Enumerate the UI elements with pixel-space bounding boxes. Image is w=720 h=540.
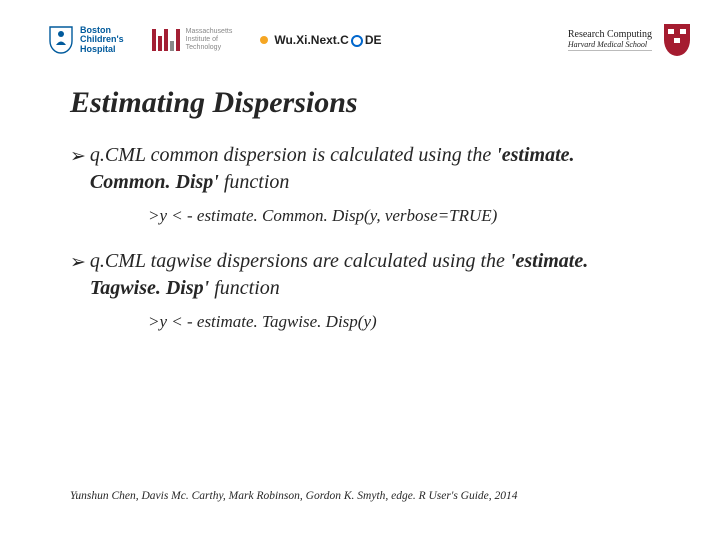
research-computing-label: Research Computing Harvard Medical Schoo… — [568, 29, 652, 51]
bullet-2-text: q.CML tagwise dispersions are calculated… — [90, 248, 658, 302]
rc-line2: Harvard Medical School — [568, 40, 652, 51]
bullet-2: ➢ q.CML tagwise dispersions are calculat… — [70, 248, 658, 332]
citation: Yunshun Chen, Davis Mc. Carthy, Mark Rob… — [70, 490, 680, 502]
bullet-2-line: ➢ q.CML tagwise dispersions are calculat… — [70, 248, 658, 302]
code-line-2: >y < - estimate. Tagwise. Disp(y) — [148, 312, 658, 332]
bullet-1: ➢ q.CML common dispersion is calculated … — [70, 142, 658, 226]
slide-title: Estimating Dispersions — [70, 86, 658, 120]
mit-text: Massachusetts Institute of Technology — [186, 28, 233, 51]
slide-content: Estimating Dispersions ➢ q.CML common di… — [0, 72, 720, 332]
bch-shield-icon — [48, 25, 74, 55]
harvard-shield-icon — [662, 22, 692, 58]
bullet-arrow-icon: ➢ — [70, 144, 86, 170]
mit-line3: Technology — [186, 44, 233, 52]
rc-line1: Research Computing — [568, 29, 652, 40]
bullet-arrow-icon: ➢ — [70, 250, 86, 276]
logo-wuxi-nextcode: Wu.Xi.Next.C DE — [260, 33, 381, 47]
bch-text: Boston Children's Hospital — [80, 26, 124, 54]
wuxi-dot-icon — [260, 36, 268, 44]
logo-boston-childrens: Boston Children's Hospital — [48, 25, 124, 55]
bullet-1-after: function — [219, 171, 290, 193]
mit-line2: Institute of — [186, 36, 233, 44]
bullet-2-after: function — [209, 277, 280, 299]
logos-left: Boston Children's Hospital Massachusetts… — [48, 25, 381, 55]
code-line-1: >y < - estimate. Common. Disp(y, verbose… — [148, 206, 658, 226]
wuxi-prefix: Wu.Xi.Next.C — [274, 33, 348, 47]
logo-mit: Massachusetts Institute of Technology — [152, 28, 233, 51]
wuxi-suffix: DE — [365, 33, 382, 47]
mit-line1: Massachusetts — [186, 28, 233, 36]
header: Boston Children's Hospital Massachusetts… — [0, 0, 720, 72]
bullet-1-before: q.CML common dispersion is calculated us… — [90, 144, 496, 166]
bch-line3: Hospital — [80, 45, 124, 54]
bullet-2-before: q.CML tagwise dispersions are calculated… — [90, 250, 510, 272]
bullet-1-line: ➢ q.CML common dispersion is calculated … — [70, 142, 658, 196]
header-right: Research Computing Harvard Medical Schoo… — [568, 22, 692, 58]
bullet-1-text: q.CML common dispersion is calculated us… — [90, 142, 658, 196]
mit-bars-icon — [152, 29, 180, 51]
wuxi-o-icon — [351, 35, 363, 47]
